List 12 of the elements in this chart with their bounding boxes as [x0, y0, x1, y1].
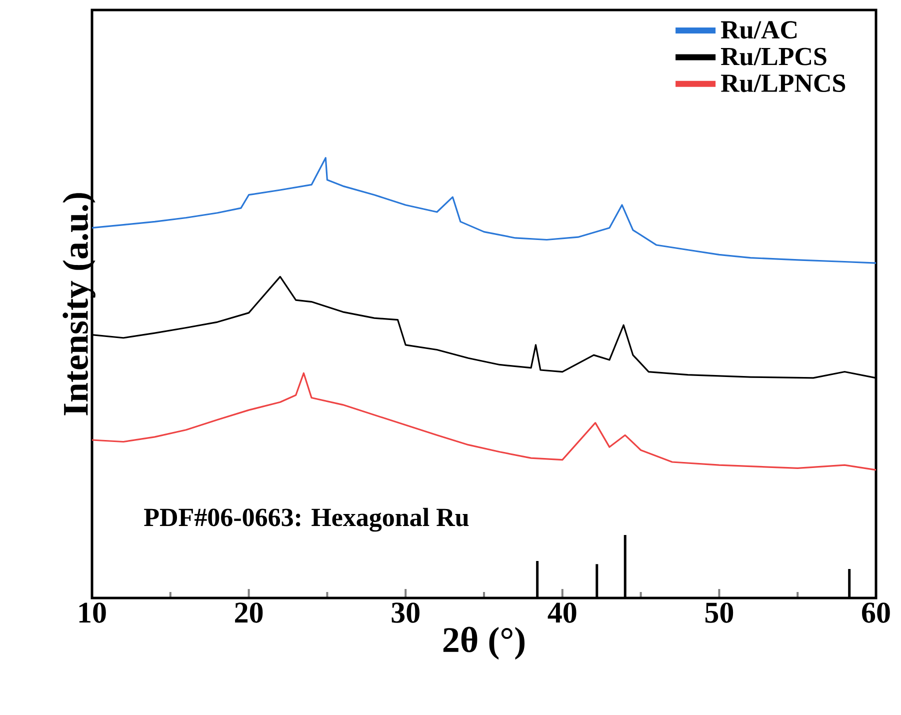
annotation: PDF#06-0663: Hexagonal Ru — [144, 508, 469, 532]
y-axis-title: Intensity (a.u.) — [62, 193, 96, 416]
x-tick-label: 40 — [548, 602, 576, 623]
x-axis-title: 2θ (°) — [443, 626, 524, 660]
legend-label: Ru/AC — [720, 21, 797, 39]
legend-label: Ru/LPNCS — [720, 74, 846, 92]
legend-label: Ru/LPCS — [720, 48, 826, 66]
x-tick-label: 50 — [705, 602, 734, 623]
x-tick-label: 60 — [862, 602, 890, 623]
x-tick-label: 20 — [235, 602, 263, 623]
x-tick-label: 10 — [79, 602, 106, 623]
x-tick-label: 30 — [392, 602, 420, 623]
